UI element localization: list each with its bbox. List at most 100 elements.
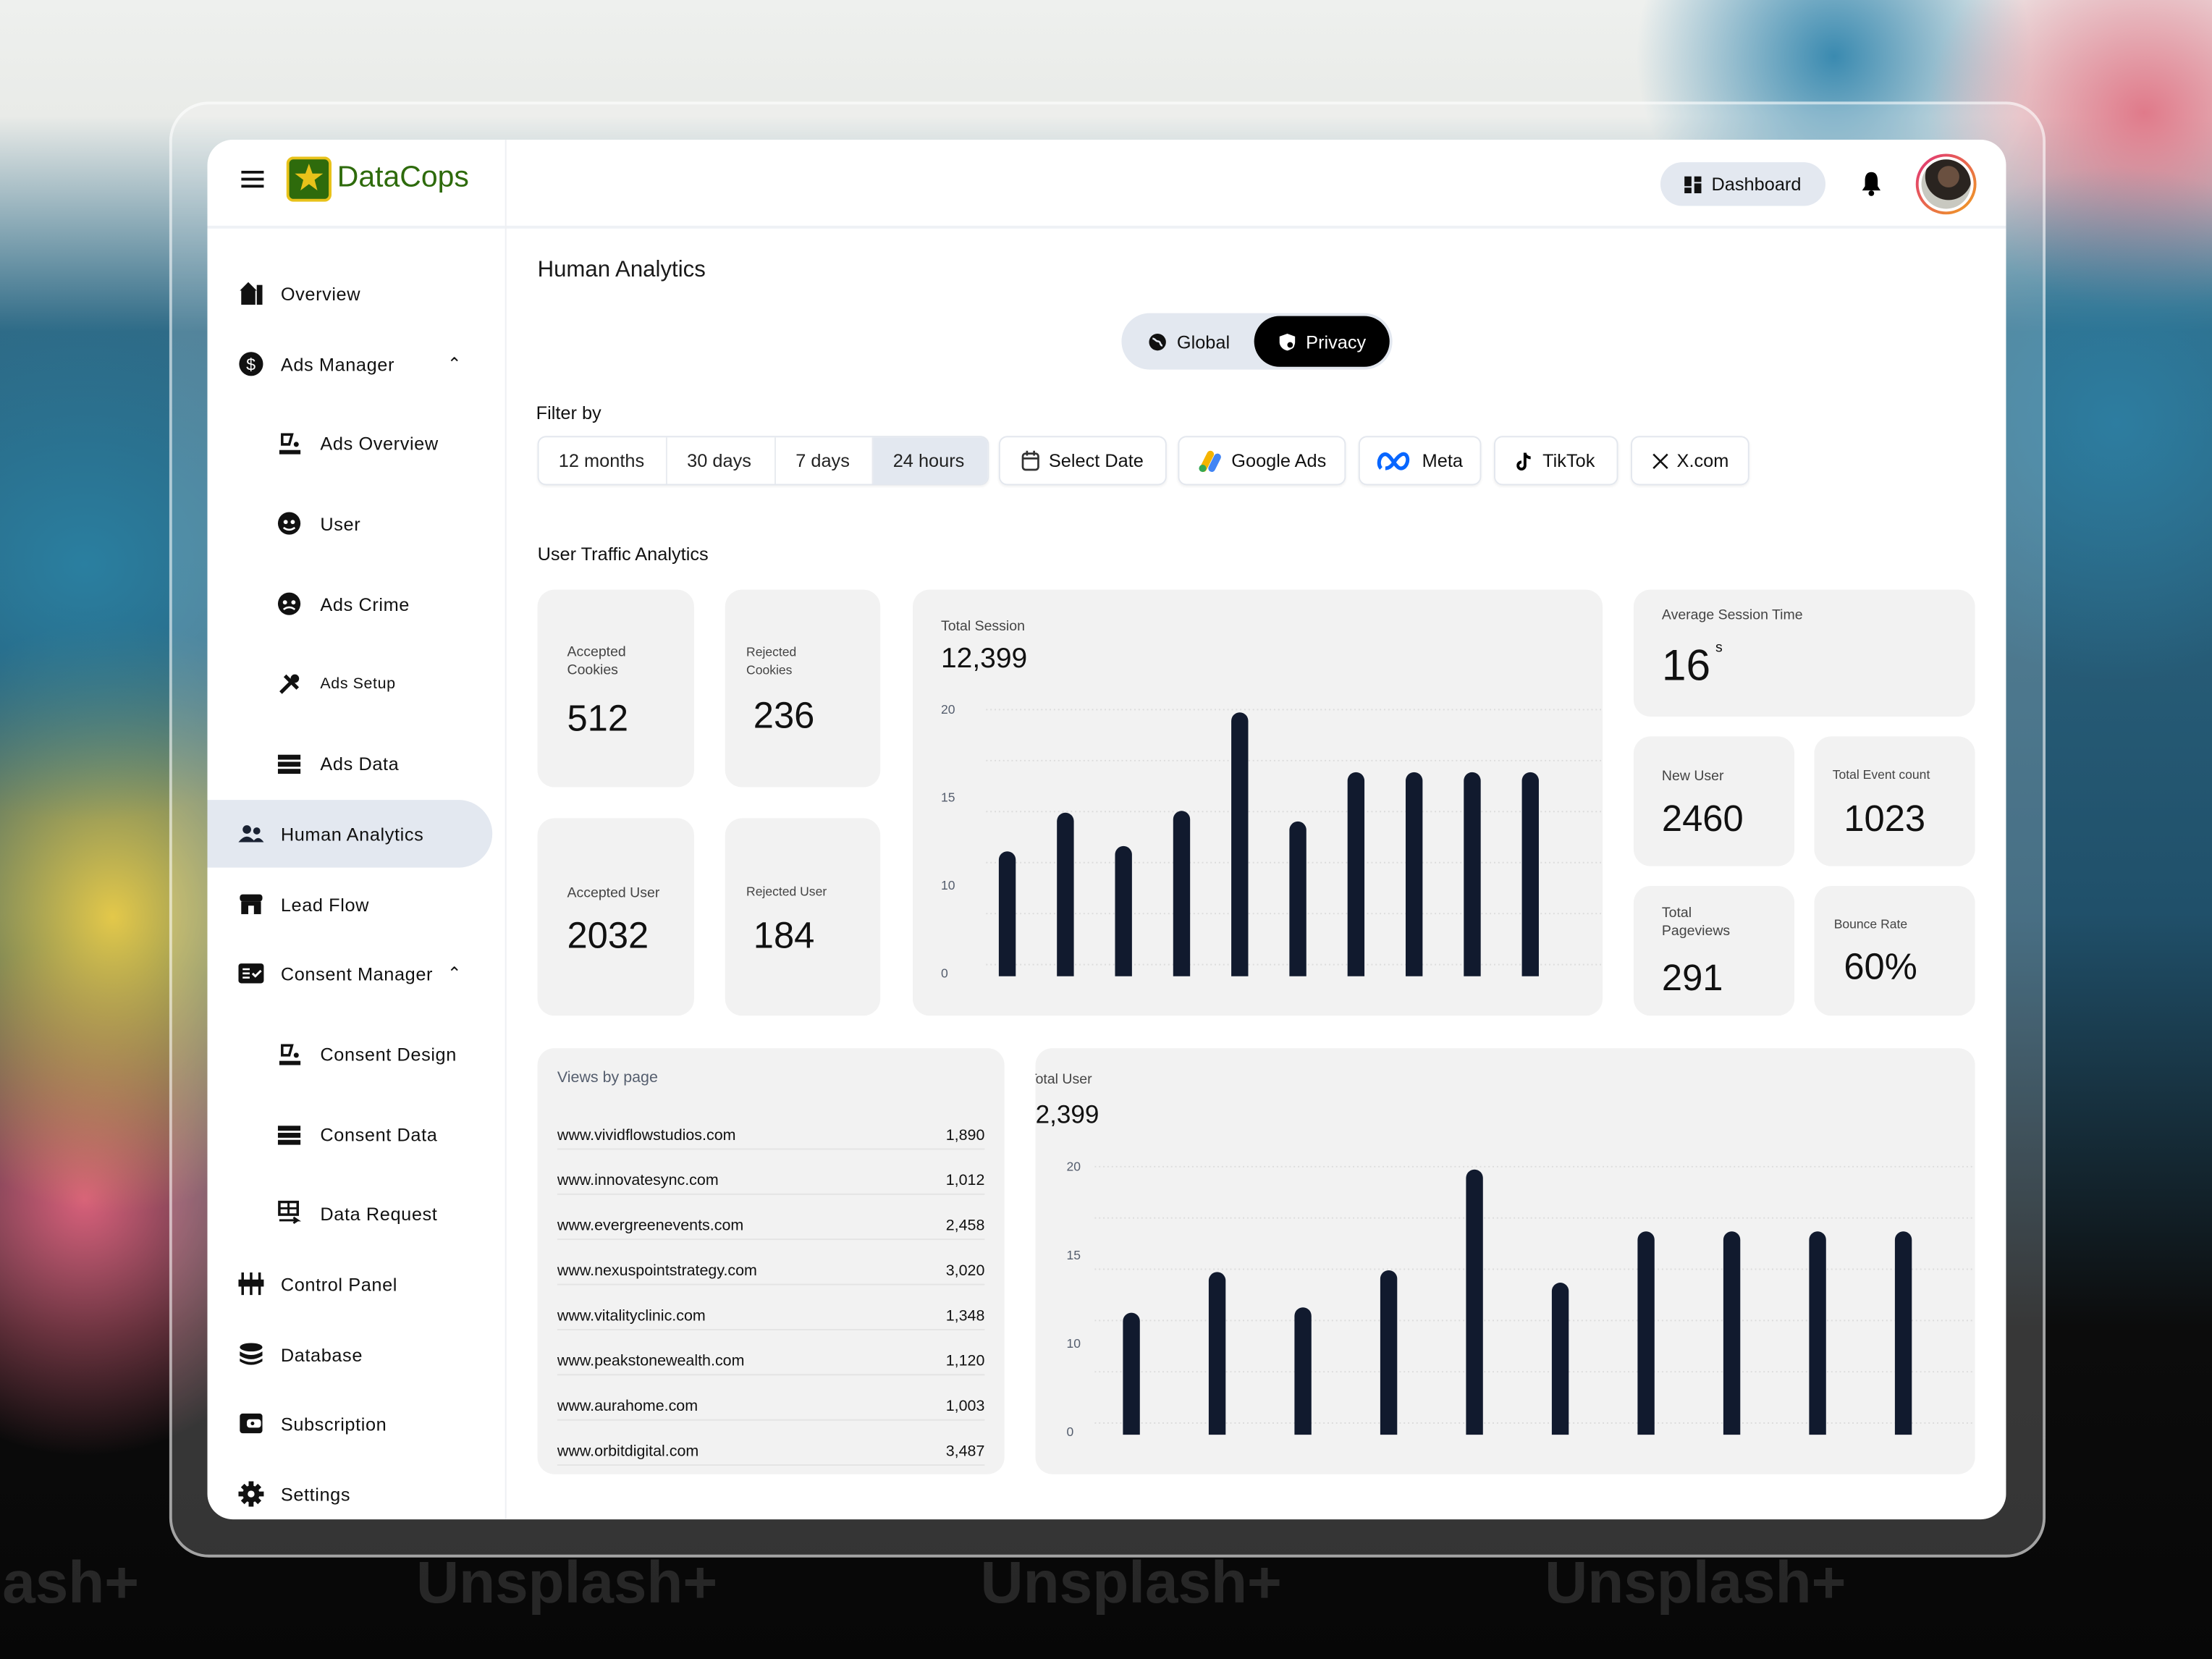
sidebar-item-label: Overview (280, 282, 361, 305)
chevron-up-icon[interactable]: ⌃ (447, 963, 463, 984)
bar (1464, 772, 1481, 976)
source-meta[interactable]: Meta (1358, 436, 1482, 486)
toggle-privacy[interactable]: Privacy (1254, 316, 1390, 367)
chart-total: 12,399 (1035, 1100, 1099, 1129)
sidebar-item-ads-data[interactable]: Ads Data (208, 739, 493, 787)
avatar[interactable] (1915, 153, 1977, 215)
google-ads-icon (1197, 449, 1223, 472)
range-12-months[interactable]: 12 months (539, 437, 667, 484)
sidebar-item-label: Ads Overview (320, 432, 439, 454)
face-crime-icon (276, 591, 302, 617)
table-row: www.nexuspointstrategy.com 3,020 (557, 1240, 985, 1286)
sidebar-item-overview[interactable]: Overview (208, 269, 493, 317)
table-row: www.aurahome.com 1,003 (557, 1375, 985, 1421)
select-date-button[interactable]: Select Date (998, 436, 1167, 486)
x-label: X.com (1676, 449, 1729, 471)
page-url: www.innovatesync.com (557, 1172, 719, 1190)
sidebar-item-ads-crime[interactable]: Ads Crime (208, 580, 493, 628)
sliders-icon (238, 1271, 264, 1296)
sidebar-item-human-analytics[interactable]: Human Analytics (207, 800, 493, 868)
bar (1057, 812, 1074, 976)
toggle-global[interactable]: Global (1124, 316, 1254, 367)
sidebar-item-settings[interactable]: Settings (208, 1470, 493, 1518)
sidebar-item-consent-manager[interactable]: Consent Manager ⌃ (208, 950, 493, 997)
stat-label: Rejected Cookies (746, 644, 797, 677)
sidebar-item-lead-flow[interactable]: Lead Flow (208, 880, 493, 928)
page-url: www.vitalityclinic.com (557, 1307, 706, 1325)
dashboard-label: Dashboard (1711, 173, 1802, 195)
sidebar-item-ads-manager[interactable]: $ Ads Manager ⌃ (208, 340, 493, 388)
stat-label: New User (1661, 769, 1724, 785)
sidebar-item-label: Ads Crime (320, 593, 410, 615)
meta-label: Meta (1422, 449, 1464, 471)
sidebar: Overview $ Ads Manager ⌃ Ads Overview Us… (207, 139, 507, 1520)
watermark: Unsplash+ (1545, 1549, 1846, 1616)
watermark: Unsplash+ (415, 1549, 718, 1616)
table-arrow-icon (276, 1200, 302, 1226)
stat-unit: s (1715, 640, 1723, 657)
wallet-icon (238, 1411, 263, 1436)
range-30-days[interactable]: 30 days (667, 437, 776, 484)
stat-label: Total Pageviews (1661, 906, 1731, 940)
bell-icon[interactable] (1861, 171, 1882, 196)
stat-rejected-user: Rejected User 184 (725, 818, 881, 1016)
page-views: 1,348 (945, 1307, 985, 1325)
sidebar-item-database[interactable]: Database (208, 1330, 493, 1378)
stat-value: 2460 (1661, 797, 1744, 840)
range-24-hours[interactable]: 24 hours (873, 437, 988, 484)
page-url: www.evergreenevents.com (557, 1217, 744, 1235)
table-row: www.vitalityclinic.com 1,348 (557, 1286, 985, 1330)
chevron-up-icon[interactable]: ⌃ (447, 354, 463, 374)
hamburger-menu-icon[interactable] (241, 170, 264, 189)
top-bar: DataCops Dashboard (207, 140, 2006, 229)
sidebar-item-consent-data[interactable]: Consent Data (208, 1110, 493, 1158)
y-tick-label: 0 (941, 966, 948, 981)
toggle-privacy-label: Privacy (1306, 331, 1367, 353)
stat-total-event-count: Total Event count 1023 (1814, 736, 1975, 866)
table-row: www.evergreenevents.com 2,458 (557, 1195, 985, 1241)
sidebar-item-subscription[interactable]: Subscription (208, 1399, 493, 1447)
gear-icon (238, 1481, 264, 1507)
sidebar-item-label: Lead Flow (280, 893, 370, 915)
dashboard-button[interactable]: Dashboard (1660, 162, 1826, 206)
sidebar-item-label: User (320, 512, 361, 534)
sidebar-item-label: Data Request (320, 1202, 438, 1224)
chart-total: 12,399 (940, 643, 1028, 675)
sidebar-item-label: Subscription (280, 1412, 387, 1435)
sidebar-item-label: Consent Manager (280, 963, 434, 984)
bar-chart: 20 15 10 0 (1066, 1160, 1975, 1439)
toggle-global-label: Global (1176, 331, 1230, 353)
sidebar-item-ads-overview[interactable]: Ads Overview (208, 419, 493, 467)
page-views: 1,003 (945, 1398, 985, 1415)
sidebar-item-data-request[interactable]: Data Request (208, 1189, 493, 1237)
stat-accepted-user: Accepted User 2032 (537, 818, 694, 1016)
sidebar-item-control-panel[interactable]: Control Panel (208, 1259, 493, 1307)
card-title: Views by page (557, 1069, 658, 1086)
sidebar-item-ads-setup[interactable]: Ads Setup (208, 660, 493, 708)
stat-value: 16 (1661, 640, 1711, 691)
y-tick-label: 0 (1066, 1424, 1073, 1439)
bar (1894, 1231, 1912, 1435)
source-google-ads[interactable]: Google Ads (1178, 436, 1346, 486)
page-views: 3,020 (945, 1262, 985, 1280)
total-user-chart: Total User 12,399 20 15 10 0 (1035, 1048, 1975, 1474)
sidebar-item-consent-design[interactable]: Consent Design (208, 1030, 493, 1078)
page-views: 2,458 (945, 1217, 985, 1235)
app-window: DataCops Dashboard Overview $ Ads Manage… (207, 139, 2006, 1520)
table-row: www.innovatesync.com 1,012 (557, 1149, 985, 1195)
views-by-page-card: Views by page www.vividflowstudios.com 1,… (537, 1048, 1005, 1474)
source-x[interactable]: X.com (1631, 436, 1749, 486)
bar (1380, 1270, 1398, 1435)
sidebar-item-label: Ads Data (320, 752, 400, 774)
page-url: www.orbitdigital.com (557, 1443, 699, 1461)
chart-title: Total Session (940, 619, 1025, 636)
source-tiktok[interactable]: TikTok (1493, 436, 1618, 486)
sidebar-item-label: Human Analytics (280, 823, 424, 845)
bar (1208, 1272, 1226, 1435)
database-icon (238, 1341, 263, 1367)
sidebar-item-label: Ads Manager (280, 353, 394, 375)
logo-icon (286, 156, 332, 202)
sidebar-item-user[interactable]: User (208, 499, 493, 547)
sidebar-item-label: Database (280, 1343, 363, 1365)
range-7-days[interactable]: 7 days (776, 437, 874, 484)
